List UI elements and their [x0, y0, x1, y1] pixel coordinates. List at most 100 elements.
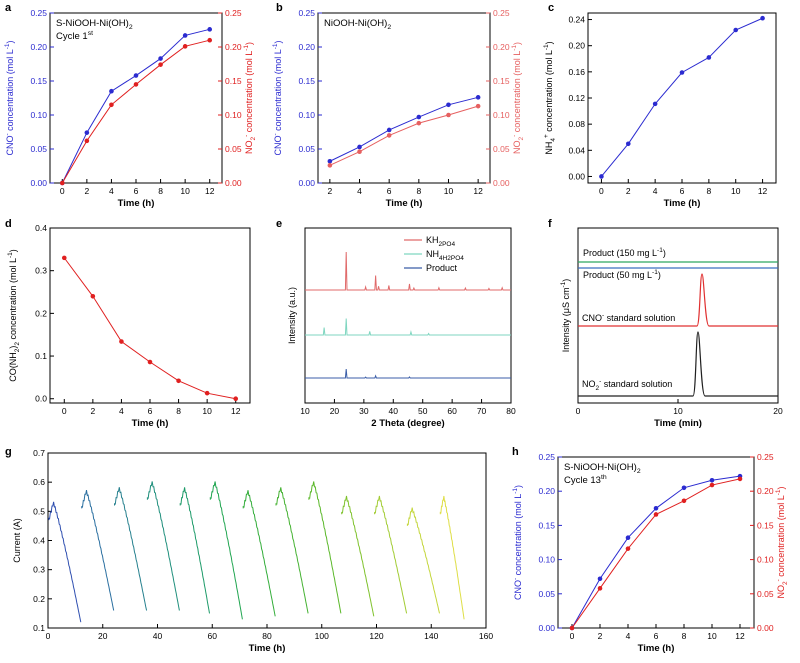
- y-tick-label: 0.20: [538, 486, 555, 496]
- x-tick-label: 160: [479, 631, 493, 641]
- data-point: [109, 103, 114, 108]
- y-tick-label: 0.05: [30, 144, 47, 154]
- y-tick-label: 0.10: [30, 110, 47, 120]
- x-tick-label: 2: [84, 186, 89, 196]
- y-tick-label: 0.00: [298, 178, 315, 188]
- text-span: concentration (mol L: [5, 49, 15, 133]
- y-tick-label: 0.00: [225, 178, 242, 188]
- text-span: concentration (mol L: [776, 495, 786, 579]
- data-point: [207, 38, 212, 43]
- y-axis-title: NO2- concentration (mol L-1): [511, 42, 525, 154]
- text-span: Current (A): [12, 518, 22, 563]
- x-tick-label: 12: [758, 186, 768, 196]
- data-point: [476, 104, 481, 109]
- text-span: 4: [550, 138, 557, 142]
- text-span: KH: [426, 235, 439, 245]
- data-point: [599, 174, 604, 179]
- text-span: concentration (mol L: [8, 258, 18, 342]
- text-span: ): [561, 279, 571, 282]
- y-tick-label: 0.10: [538, 555, 555, 565]
- data-point: [760, 16, 765, 21]
- panel-g: 0 20 40 60 80 100 120 140 160Time (h)0.10.20.30.…: [12, 448, 493, 654]
- x-tick-label: 70: [477, 406, 487, 416]
- text-span: standard solution: [604, 313, 675, 323]
- y-axis-title: NO2- concentration (mol L-1): [243, 42, 257, 154]
- current-cycle-trace: [407, 508, 439, 614]
- y-axis-title: Intensity (a.u.): [287, 287, 297, 344]
- y-tick-label: 0.04: [568, 145, 585, 155]
- text-span: concentration (mol L: [544, 50, 554, 134]
- x-tick-label: 4: [626, 631, 631, 641]
- y-tick-label: 0.7: [33, 448, 45, 458]
- series-line: [572, 476, 740, 628]
- x-tick-label: 10: [673, 406, 683, 416]
- text-span: ): [658, 270, 661, 280]
- data-point: [148, 360, 153, 365]
- panel-h: 0 2 4 6 8 10 12Time (h)0.000.050.100.150.200.2…: [512, 452, 789, 654]
- x-tick-label: 0: [570, 631, 575, 641]
- y-axis-title: CNO- concentration (mol L-1): [4, 41, 15, 156]
- x-tick-label: 10: [180, 186, 190, 196]
- x-tick-label: 6: [134, 186, 139, 196]
- data-point: [654, 506, 659, 511]
- x-tick-label: 40: [389, 406, 399, 416]
- trace-label: Product (150 mg L-1): [583, 247, 666, 258]
- legend-label: Product: [426, 263, 458, 273]
- data-point: [626, 535, 631, 540]
- y-tick-label: 0.08: [568, 119, 585, 129]
- x-tick-label: 2: [327, 186, 332, 196]
- text-span: 2: [129, 24, 133, 31]
- y-tick-label: 0.24: [568, 15, 585, 25]
- data-point: [710, 478, 715, 483]
- x-tick-label: 20: [98, 631, 108, 641]
- y-tick-label: 0.2: [33, 594, 45, 604]
- y-axis-title: CNO- concentration (mol L-1): [272, 41, 283, 156]
- data-point: [680, 70, 685, 75]
- data-point: [91, 294, 96, 299]
- y-tick-label: 0.25: [298, 8, 315, 18]
- data-point: [598, 586, 603, 591]
- text-span: 2: [387, 24, 391, 31]
- xrd-trace: [305, 252, 511, 290]
- text-span: CNO: [273, 135, 283, 155]
- data-point: [176, 379, 181, 384]
- data-point: [387, 133, 392, 138]
- data-point: [417, 115, 422, 120]
- text-span: ): [512, 42, 522, 45]
- data-point: [653, 102, 658, 107]
- text-span: 2PO: [447, 255, 460, 262]
- y-tick-label: 0.5: [33, 506, 45, 516]
- y-tick-label: 0.15: [225, 76, 242, 86]
- y-tick-label: 0.20: [493, 42, 510, 52]
- x-tick-label: 12: [231, 406, 241, 416]
- x-tick-label: 100: [315, 631, 329, 641]
- x-axis-title: Time (h): [249, 643, 286, 654]
- x-tick-label: 4: [357, 186, 362, 196]
- y-tick-label: 0.25: [30, 8, 47, 18]
- text-span: concentration (mol L: [273, 49, 283, 133]
- y-tick-label: 0.00: [757, 623, 774, 633]
- x-tick-label: 4: [119, 406, 124, 416]
- x-tick-label: 0: [60, 186, 65, 196]
- x-tick-label: 6: [654, 631, 659, 641]
- x-axis-title: Time (h): [118, 198, 155, 209]
- y-tick-label: 0.4: [33, 536, 45, 546]
- x-tick-label: 0: [62, 406, 67, 416]
- data-point: [183, 33, 188, 38]
- data-point: [733, 28, 738, 33]
- y-axis-title: Current (A): [12, 518, 22, 563]
- series-line: [330, 106, 478, 165]
- figure-canvas: 0 2 4 6 8 10 12Time (h)0.000.050.100.150.200.2…: [0, 0, 800, 663]
- plot-frame: [318, 13, 490, 183]
- y-tick-label: 0.05: [538, 589, 555, 599]
- series-line: [572, 479, 740, 628]
- text-span: ): [776, 486, 786, 489]
- annotation: S-NiOOH-Ni(OH)2: [56, 18, 133, 31]
- x-tick-label: 30: [359, 406, 369, 416]
- annotation: Cycle 1st: [56, 30, 93, 42]
- panel-a: 0 2 4 6 8 10 12 Time (h) 0.00 0.05 0.10 0.15 0.20 0.2…: [4, 8, 257, 209]
- x-tick-label: 2: [90, 406, 95, 416]
- xrd-trace: [305, 319, 511, 336]
- data-point: [119, 339, 124, 344]
